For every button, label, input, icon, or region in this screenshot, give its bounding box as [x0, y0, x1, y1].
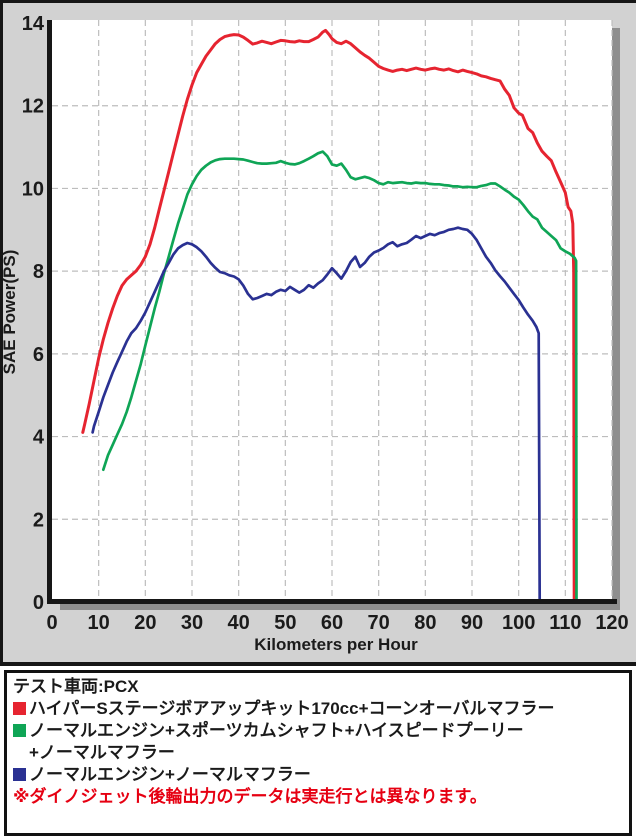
svg-text:90: 90	[461, 612, 483, 634]
svg-text:40: 40	[228, 612, 250, 634]
svg-text:0: 0	[46, 612, 57, 634]
power-curve-chart: 0 2 4 6 8 10 12 14 0 10 20 30 40 50 60 70 80 90 100 110 120 K…	[0, 0, 636, 666]
legend-item-sports-cam-pulley: ノーマルエンジン+スポーツカムシャフト+ハイスピードプーリー	[13, 720, 623, 742]
chart-panel: 0 2 4 6 8 10 12 14 0 10 20 30 40 50 60 70 80 90 100 110 120 K…	[0, 0, 636, 666]
legend-item-hyper-s-stage-kit: ハイパーSステージボアアップキット170cc+コーンオーバルマフラー	[13, 698, 623, 720]
svg-text:Kilometers per Hour: Kilometers per Hour	[254, 635, 418, 654]
svg-text:120: 120	[595, 612, 628, 634]
svg-text:6: 6	[33, 344, 44, 366]
svg-text:10: 10	[22, 178, 44, 200]
svg-text:30: 30	[181, 612, 203, 634]
svg-text:12: 12	[22, 96, 44, 118]
svg-text:20: 20	[134, 612, 156, 634]
green-series-swatch	[13, 724, 26, 737]
legend-item-normal-engine: ノーマルエンジン+ノーマルマフラー	[13, 764, 623, 786]
svg-text:10: 10	[88, 612, 110, 634]
dyno-disclaimer-note: ※ダイノジェット後輪出力のデータは実走行とは異なります。	[13, 787, 487, 806]
svg-text:80: 80	[414, 612, 436, 634]
svg-text:8: 8	[33, 261, 44, 283]
legend-box: テスト車両:PCX ハイパーSステージボアアップキット170cc+コーンオーバル…	[4, 670, 632, 836]
svg-text:110: 110	[549, 612, 581, 634]
legend-item-label: ノーマルエンジン+スポーツカムシャフト+ハイスピードプーリー	[29, 721, 524, 740]
svg-text:100: 100	[502, 612, 535, 634]
svg-text:14: 14	[22, 13, 45, 35]
test-vehicle-label: テスト車両:PCX	[13, 677, 139, 696]
svg-text:60: 60	[321, 612, 343, 634]
svg-text:2: 2	[33, 509, 44, 531]
svg-text:4: 4	[33, 427, 45, 449]
legend-item-label: ハイパーSステージボアアップキット170cc+コーンオーバルマフラー	[29, 699, 555, 718]
svg-text:50: 50	[274, 612, 296, 634]
svg-text:0: 0	[33, 592, 44, 614]
red-series-swatch	[13, 702, 26, 715]
blue-series-swatch	[13, 768, 26, 781]
legend-item-label: ノーマルエンジン+ノーマルマフラー	[29, 765, 311, 784]
svg-text:SAE Power(PS): SAE Power(PS)	[0, 250, 19, 375]
svg-text:70: 70	[368, 612, 390, 634]
legend-item-sports-cam-pulley-cont: +ノーマルマフラー	[29, 743, 175, 762]
